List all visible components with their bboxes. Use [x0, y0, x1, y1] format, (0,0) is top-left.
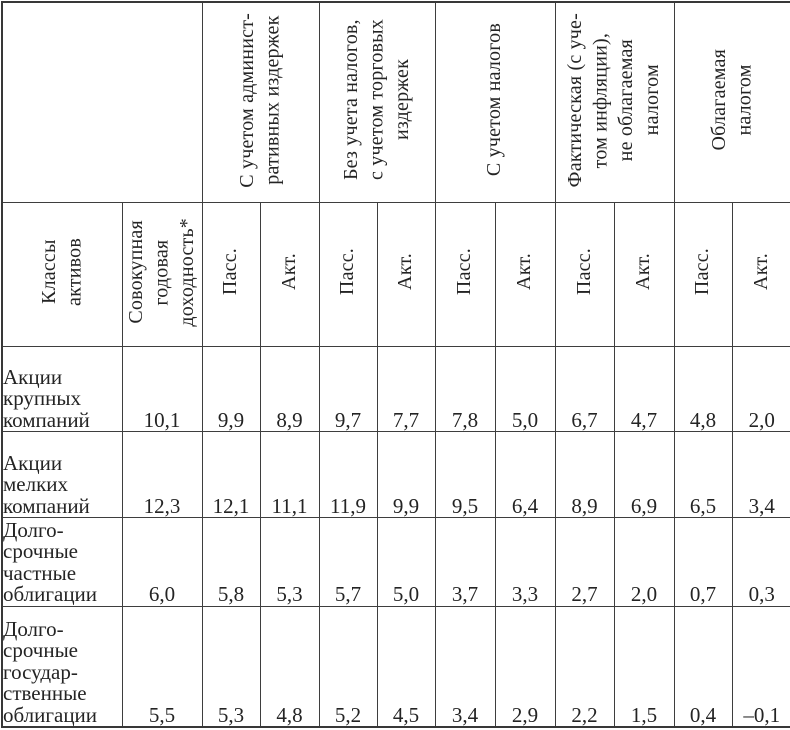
data-cell: 1,5	[613, 605, 675, 728]
data-cell: 0,3	[731, 517, 790, 607]
col-header-active-1: Акт.	[259, 201, 320, 347]
column-header-row: Классы активов Совокупная годовая доходн…	[1, 201, 790, 347]
data-cell: 6,9	[613, 431, 675, 519]
row-label-large-cap-stocks: Акции крупных компаний	[1, 345, 123, 433]
col-header-asset-classes: Классы активов	[1, 201, 123, 347]
data-cell: 2,9	[494, 605, 556, 728]
table-row-small-cap-stocks: Акции мелких компаний 12,3 12,1 11,1 11,…	[1, 431, 790, 519]
group-header-admin-costs-label: С учетом админист- ративных издержек	[235, 12, 284, 188]
active-label: Акт.	[749, 253, 772, 291]
data-cell: 12,1	[201, 431, 261, 519]
col-header-passive-4: Пасс.	[554, 201, 615, 347]
data-cell: 10,1	[121, 345, 203, 433]
col-header-active-5: Акт.	[731, 201, 790, 347]
col-header-passive-5: Пасс.	[673, 201, 733, 347]
data-cell: 2,0	[731, 345, 790, 433]
passive-label: Пасс.	[691, 248, 714, 296]
table-row-longterm-corporate-bonds: Долго- срочные частные облигации 6,0 5,8…	[1, 517, 790, 607]
data-cell: 11,9	[318, 431, 378, 519]
group-header-after-tax: С учетом налогов	[434, 1, 556, 203]
data-cell: 8,9	[259, 345, 320, 433]
group-header-taxable: Облагаемая налогом	[673, 1, 790, 203]
data-cell: 5,5	[121, 605, 203, 728]
data-cell: 4,5	[376, 605, 436, 728]
col-header-total-return: Совокупная годовая доходность*	[121, 201, 203, 347]
group-header-real-untaxed: Фактическая (с уче- том инфляции), не об…	[554, 1, 675, 203]
group-header-admin-costs: С учетом админист- ративных издержек	[201, 1, 320, 203]
col-header-active-3: Акт.	[494, 201, 556, 347]
col-header-active-2: Акт.	[376, 201, 436, 347]
passive-label: Пасс.	[453, 248, 476, 296]
col-header-asset-classes-label: Классы активов	[37, 237, 86, 306]
data-cell: 9,9	[376, 431, 436, 519]
row-label-small-cap-stocks: Акции мелких компаний	[1, 431, 123, 519]
row-label-longterm-corporate-bonds: Долго- срочные частные облигации	[1, 517, 123, 607]
group-header-pretax-trading-costs-label: Без учета налогов, с учетом торговых изд…	[339, 19, 413, 181]
data-cell: 7,8	[434, 345, 496, 433]
passive-label: Пасс.	[336, 248, 359, 296]
data-cell: 3,7	[434, 517, 496, 607]
group-header-real-untaxed-label: Фактическая (с уче- том инфляции), не об…	[564, 12, 664, 188]
data-cell: 2,7	[554, 517, 615, 607]
data-cell: 6,7	[554, 345, 615, 433]
data-cell: 0,4	[673, 605, 733, 728]
data-cell: 4,8	[259, 605, 320, 728]
group-header-row: С учетом админист- ративных издержек Без…	[1, 1, 790, 203]
passive-label: Пасс.	[572, 248, 595, 296]
active-label: Акт.	[632, 253, 655, 291]
data-cell: 11,1	[259, 431, 320, 519]
data-cell: 2,0	[613, 517, 675, 607]
group-header-after-tax-label: С учетом налогов	[483, 23, 506, 177]
data-cell: 9,5	[434, 431, 496, 519]
data-cell: 5,2	[318, 605, 378, 728]
data-cell: 4,7	[613, 345, 675, 433]
col-header-total-return-label: Совокупная годовая доходность*	[124, 217, 198, 327]
table-row-large-cap-stocks: Акции крупных компаний 10,1 9,9 8,9 9,7 …	[1, 345, 790, 433]
corner-cell	[1, 1, 203, 203]
group-header-pretax-trading-costs: Без учета налогов, с учетом торговых изд…	[318, 1, 436, 203]
active-label: Акт.	[513, 253, 536, 291]
data-cell: 5,3	[259, 517, 320, 607]
data-cell: 5,8	[201, 517, 261, 607]
data-cell: 0,7	[673, 517, 733, 607]
col-header-passive-2: Пасс.	[318, 201, 378, 347]
data-cell: 8,9	[554, 431, 615, 519]
passive-label: Пасс.	[219, 248, 242, 296]
data-cell: 3,4	[434, 605, 496, 728]
data-cell: 9,7	[318, 345, 378, 433]
data-cell: –0,1	[731, 605, 790, 728]
col-header-active-4: Акт.	[613, 201, 675, 347]
row-label-longterm-government-bonds: Долго- срочные государ- ственные облигац…	[1, 605, 123, 728]
data-cell: 2,2	[554, 605, 615, 728]
data-cell: 5,3	[201, 605, 261, 728]
data-cell: 12,3	[121, 431, 203, 519]
data-cell: 5,0	[494, 345, 556, 433]
data-cell: 3,3	[494, 517, 556, 607]
data-cell: 6,4	[494, 431, 556, 519]
active-label: Акт.	[394, 253, 417, 291]
table-row-longterm-government-bonds: Долго- срочные государ- ственные облигац…	[1, 605, 790, 728]
col-header-passive-1: Пасс.	[201, 201, 261, 347]
active-label: Акт.	[277, 253, 300, 291]
group-header-taxable-label: Облагаемая налогом	[708, 49, 756, 151]
data-cell: 4,8	[673, 345, 733, 433]
data-cell: 7,7	[376, 345, 436, 433]
data-cell: 3,4	[731, 431, 790, 519]
data-cell: 5,0	[376, 517, 436, 607]
data-cell: 9,9	[201, 345, 261, 433]
col-header-passive-3: Пасс.	[434, 201, 496, 347]
data-cell: 6,5	[673, 431, 733, 519]
data-cell: 5,7	[318, 517, 378, 607]
data-cell: 6,0	[121, 517, 203, 607]
